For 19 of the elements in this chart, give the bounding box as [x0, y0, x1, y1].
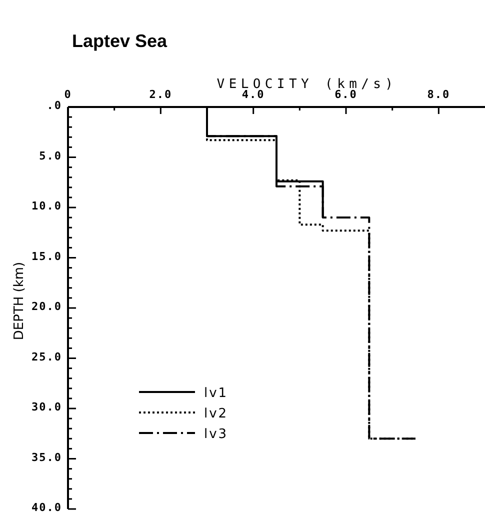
y-tick-label: 30.0: [32, 400, 62, 414]
y-tick-label: 25.0: [32, 350, 62, 364]
y-tick-label: 40.0: [32, 501, 62, 512]
x-tick-label: 4.0: [242, 88, 265, 101]
chart-title: Laptev Sea: [72, 31, 168, 51]
y-tick-label: 10.0: [32, 200, 62, 212]
legend-label: lv1: [204, 386, 228, 401]
y-tick-label: 20.0: [32, 300, 62, 313]
y-tick-label: 15.0: [32, 250, 62, 263]
legend-label: lv2: [204, 406, 228, 422]
y-tick-label: 5.0: [39, 149, 62, 162]
y-axis-title: DEPTH (km): [12, 262, 27, 340]
x-tick-label: 2.0: [149, 88, 172, 101]
y-tick-label: .0: [46, 99, 62, 112]
x-tick-label: 0: [64, 88, 72, 101]
x-tick-label: 6.0: [334, 88, 358, 101]
legend-label: lv3: [204, 427, 228, 442]
x-tick-label: 8.0: [427, 88, 450, 101]
y-tick-label: 35.0: [32, 450, 62, 464]
